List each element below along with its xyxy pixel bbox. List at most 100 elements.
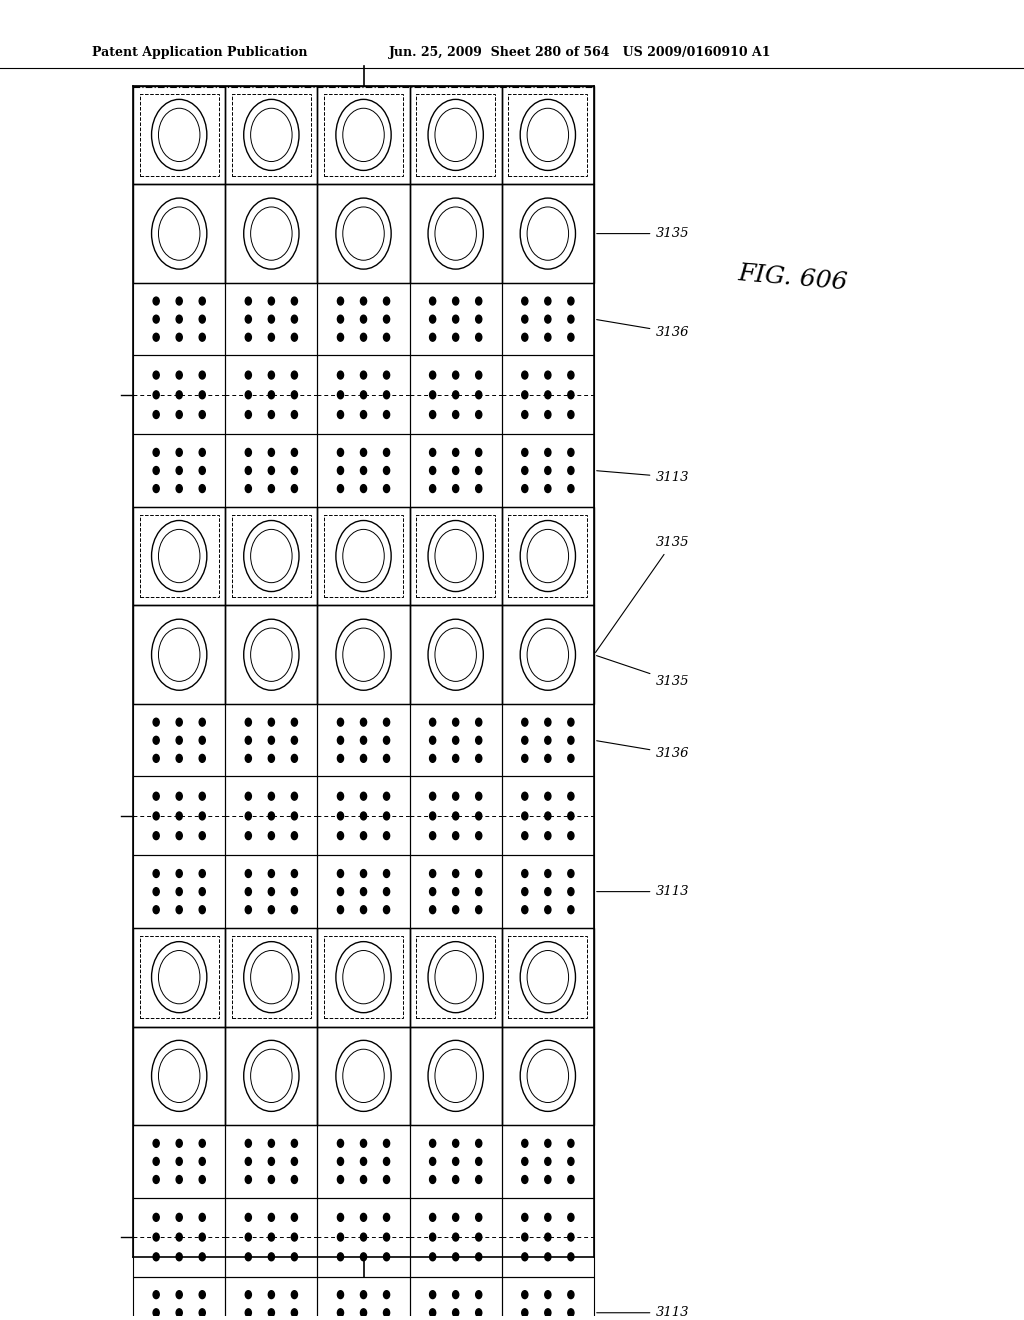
Circle shape	[453, 1213, 459, 1221]
Circle shape	[567, 737, 573, 744]
Circle shape	[475, 466, 482, 474]
Circle shape	[199, 1176, 205, 1184]
Circle shape	[268, 887, 274, 895]
Circle shape	[567, 718, 573, 726]
Circle shape	[338, 315, 344, 323]
Circle shape	[291, 870, 297, 878]
Circle shape	[430, 391, 436, 399]
Bar	[317, 185, 410, 282]
Circle shape	[246, 371, 252, 379]
Circle shape	[176, 1291, 182, 1299]
Circle shape	[475, 792, 482, 800]
Circle shape	[360, 812, 367, 820]
Circle shape	[338, 1213, 344, 1221]
Circle shape	[268, 466, 274, 474]
Bar	[324, 94, 403, 176]
Text: Jun. 25, 2009  Sheet 280 of 564   US 2009/0160910 A1: Jun. 25, 2009 Sheet 280 of 564 US 2009/0…	[389, 46, 772, 59]
Circle shape	[268, 870, 274, 878]
Circle shape	[567, 1139, 573, 1147]
Bar	[502, 928, 594, 1027]
Circle shape	[246, 411, 252, 418]
Circle shape	[567, 870, 573, 878]
Circle shape	[246, 1158, 252, 1166]
Circle shape	[453, 333, 459, 341]
Circle shape	[268, 315, 274, 323]
Circle shape	[268, 297, 274, 305]
Bar	[139, 94, 219, 176]
Bar	[410, 1197, 502, 1276]
Circle shape	[199, 737, 205, 744]
Circle shape	[153, 391, 160, 399]
Circle shape	[383, 1176, 389, 1184]
Circle shape	[176, 449, 182, 457]
Bar	[317, 776, 410, 855]
Circle shape	[567, 297, 573, 305]
Circle shape	[545, 466, 551, 474]
Circle shape	[153, 1158, 160, 1166]
Bar	[410, 928, 502, 1027]
Circle shape	[383, 812, 389, 820]
Circle shape	[153, 1291, 160, 1299]
Bar	[324, 936, 403, 1018]
Circle shape	[567, 391, 573, 399]
Circle shape	[199, 812, 205, 820]
Circle shape	[338, 792, 344, 800]
Circle shape	[453, 1139, 459, 1147]
Bar	[416, 515, 496, 597]
Circle shape	[430, 870, 436, 878]
Bar	[231, 94, 311, 176]
Bar	[133, 507, 225, 606]
Circle shape	[199, 1213, 205, 1221]
Circle shape	[567, 887, 573, 895]
Circle shape	[430, 832, 436, 840]
Circle shape	[521, 1139, 528, 1147]
Circle shape	[199, 333, 205, 341]
Circle shape	[338, 1309, 344, 1316]
Circle shape	[199, 870, 205, 878]
Circle shape	[475, 870, 482, 878]
Bar	[225, 1125, 317, 1197]
Circle shape	[521, 449, 528, 457]
Circle shape	[545, 792, 551, 800]
Circle shape	[521, 718, 528, 726]
Text: 3135: 3135	[597, 227, 689, 240]
Circle shape	[338, 1253, 344, 1261]
Circle shape	[246, 832, 252, 840]
Circle shape	[246, 812, 252, 820]
Circle shape	[383, 449, 389, 457]
Circle shape	[567, 1291, 573, 1299]
Circle shape	[360, 1309, 367, 1316]
Circle shape	[338, 449, 344, 457]
Circle shape	[291, 391, 297, 399]
Bar	[225, 1197, 317, 1276]
Circle shape	[475, 718, 482, 726]
Circle shape	[268, 718, 274, 726]
Circle shape	[545, 832, 551, 840]
Bar	[225, 1276, 317, 1320]
Circle shape	[246, 1213, 252, 1221]
Circle shape	[199, 411, 205, 418]
Bar	[502, 355, 594, 434]
Circle shape	[567, 906, 573, 913]
Bar	[502, 185, 594, 282]
Bar	[508, 936, 588, 1018]
Circle shape	[153, 315, 160, 323]
Circle shape	[291, 812, 297, 820]
Bar	[410, 704, 502, 776]
Circle shape	[338, 371, 344, 379]
Circle shape	[176, 484, 182, 492]
Circle shape	[153, 449, 160, 457]
Circle shape	[338, 812, 344, 820]
Circle shape	[291, 333, 297, 341]
Circle shape	[521, 315, 528, 323]
Bar	[502, 86, 594, 185]
Circle shape	[475, 333, 482, 341]
Circle shape	[545, 737, 551, 744]
Circle shape	[567, 333, 573, 341]
Bar	[225, 1027, 317, 1125]
Bar	[225, 776, 317, 855]
Circle shape	[153, 1176, 160, 1184]
Circle shape	[199, 1253, 205, 1261]
Circle shape	[545, 1213, 551, 1221]
Circle shape	[383, 737, 389, 744]
